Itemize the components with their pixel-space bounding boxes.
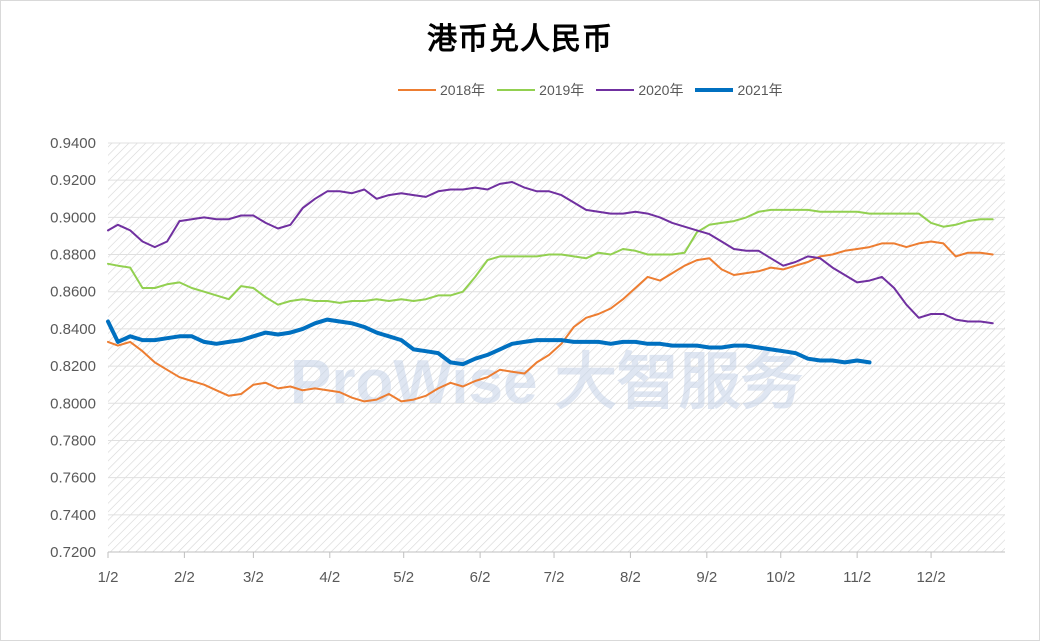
series-line-0	[107, 240, 994, 403]
legend-item-2019: 2019年	[497, 80, 584, 100]
legend-label-2018: 2018年	[440, 82, 486, 98]
x-tick-label: 6/2	[470, 569, 491, 586]
y-tick-label: 0.9000	[50, 209, 96, 226]
x-tick-label: 3/2	[243, 569, 264, 586]
x-tick-label: 4/2	[319, 569, 340, 586]
x-tick-label: 7/2	[544, 569, 565, 586]
legend-item-2020: 2020年	[596, 80, 683, 100]
x-tick-label: 8/2	[620, 569, 641, 586]
y-tick-label: 0.8600	[50, 284, 96, 301]
series-line-3	[106, 317, 872, 367]
legend-swatch-2019	[497, 89, 536, 91]
legend-swatch-2018	[398, 89, 436, 91]
y-tick-label: 0.8400	[50, 321, 96, 338]
watermark-text: ProWise 大智服务	[290, 348, 803, 417]
legend-swatch-2020	[596, 89, 635, 91]
chart-title: 港币兑人民币	[427, 22, 613, 57]
x-tick-label: 10/2	[766, 569, 795, 586]
y-tick-label: 0.7400	[50, 507, 96, 524]
x-tick-label: 11/2	[843, 569, 871, 586]
y-tick-label: 0.9200	[50, 172, 96, 189]
y-tick-label: 0.9400	[50, 135, 96, 152]
y-tick-label: 0.7200	[50, 544, 96, 561]
y-tick-label: 0.8800	[50, 247, 96, 264]
y-tick-label: 0.8000	[50, 395, 96, 412]
x-tick-label: 12/2	[916, 569, 945, 586]
x-tick-label: 5/2	[393, 569, 414, 586]
legend-swatch-2021	[695, 88, 734, 92]
legend-item-2021: 2021年	[695, 80, 783, 100]
chart-legend: 2018年 2019年 2020年 2021年	[398, 80, 795, 100]
series-line-1	[107, 208, 994, 306]
series-line-2	[107, 181, 994, 325]
y-tick-label: 0.7800	[50, 432, 96, 449]
legend-label-2019: 2019年	[539, 82, 585, 98]
x-tick-label: 9/2	[696, 569, 717, 586]
legend-label-2020: 2020年	[638, 82, 684, 98]
legend-label-2021: 2021年	[737, 82, 783, 98]
y-tick-label: 0.7600	[50, 470, 96, 487]
x-tick-label: 2/2	[174, 569, 195, 586]
x-tick-label: 1/2	[98, 569, 119, 586]
legend-item-2018: 2018年	[398, 80, 485, 100]
y-tick-label: 0.8200	[50, 358, 96, 375]
